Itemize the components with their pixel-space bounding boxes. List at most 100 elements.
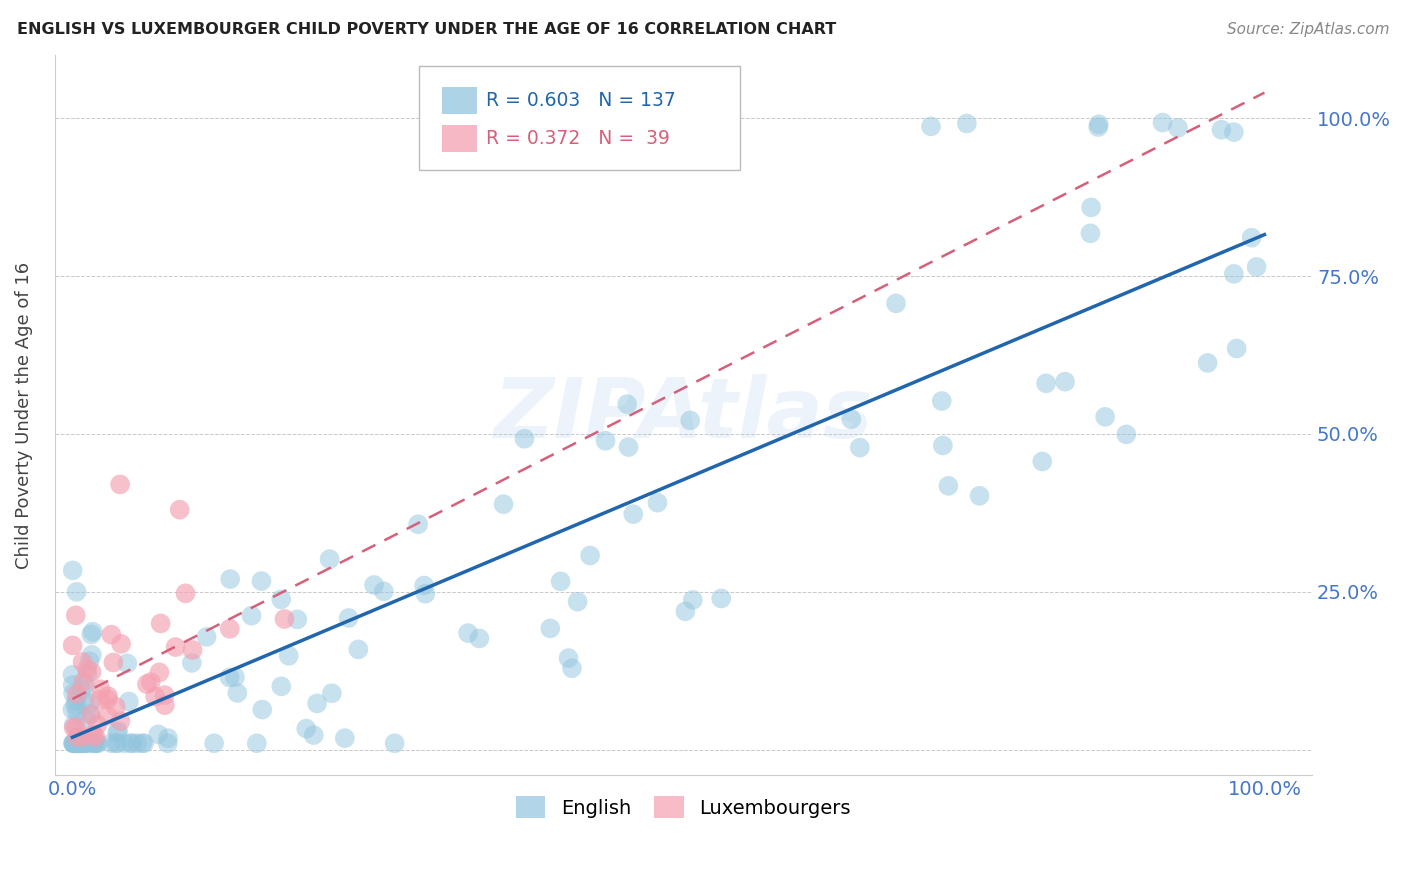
Point xyxy=(148,665,170,680)
FancyBboxPatch shape xyxy=(441,125,477,153)
Point xyxy=(79,706,101,721)
Point xyxy=(77,736,100,750)
Point xyxy=(557,651,579,665)
Y-axis label: Child Poverty Under the Age of 16: Child Poverty Under the Age of 16 xyxy=(15,261,32,568)
Point xyxy=(321,686,343,700)
Point xyxy=(75,736,97,750)
Point xyxy=(295,722,318,736)
Point xyxy=(679,413,702,427)
Point xyxy=(302,728,325,742)
Point xyxy=(1054,375,1077,389)
Point xyxy=(920,120,942,134)
Point xyxy=(66,705,89,719)
Point xyxy=(97,689,120,703)
Point xyxy=(62,686,84,700)
Point xyxy=(273,612,295,626)
Point xyxy=(79,696,101,710)
Point xyxy=(65,608,87,623)
Point xyxy=(240,608,263,623)
Point xyxy=(363,578,385,592)
Point xyxy=(347,642,370,657)
Point xyxy=(849,441,872,455)
Point xyxy=(70,683,93,698)
Point xyxy=(66,730,89,744)
Point xyxy=(86,736,108,750)
Point xyxy=(538,621,561,635)
Point xyxy=(72,655,94,669)
Point xyxy=(132,736,155,750)
Point xyxy=(1223,125,1246,139)
Point xyxy=(567,595,589,609)
Text: R = 0.603   N = 137: R = 0.603 N = 137 xyxy=(486,91,676,110)
Point xyxy=(100,736,122,750)
Point xyxy=(72,736,94,750)
Point xyxy=(89,692,111,706)
Point xyxy=(73,736,96,750)
Point xyxy=(62,736,84,750)
Point xyxy=(148,727,170,741)
Point xyxy=(492,497,515,511)
Point xyxy=(62,678,84,692)
Point xyxy=(105,726,128,740)
Point xyxy=(153,688,176,702)
Point xyxy=(1094,409,1116,424)
Point xyxy=(457,626,479,640)
Point xyxy=(73,736,96,750)
Point xyxy=(86,717,108,731)
Point xyxy=(561,661,583,675)
Point xyxy=(149,616,172,631)
Point xyxy=(72,730,94,744)
Point xyxy=(65,736,87,750)
Point xyxy=(70,736,93,750)
Point xyxy=(219,572,242,586)
Point xyxy=(65,584,87,599)
Point xyxy=(1197,356,1219,370)
Point xyxy=(169,502,191,516)
Point xyxy=(174,586,197,600)
Point xyxy=(621,507,644,521)
Point xyxy=(931,394,953,409)
Text: R = 0.372   N =  39: R = 0.372 N = 39 xyxy=(486,129,669,148)
Point xyxy=(76,667,98,681)
Point xyxy=(84,730,107,744)
Point xyxy=(156,731,179,746)
Point xyxy=(70,736,93,750)
Point xyxy=(413,578,436,592)
Point xyxy=(127,736,149,750)
Point xyxy=(277,648,299,663)
Point xyxy=(62,721,84,735)
Point xyxy=(62,639,84,653)
Point xyxy=(82,728,104,742)
Point xyxy=(67,736,90,750)
Point xyxy=(62,563,84,577)
FancyBboxPatch shape xyxy=(419,66,740,170)
Point xyxy=(224,670,246,684)
Point xyxy=(131,736,153,750)
Point xyxy=(513,432,536,446)
Point xyxy=(270,679,292,693)
Point xyxy=(202,736,225,750)
Point xyxy=(1115,427,1137,442)
Point xyxy=(121,736,143,750)
Point xyxy=(673,604,696,618)
Point xyxy=(246,736,269,750)
Point xyxy=(226,686,249,700)
Point xyxy=(218,670,240,684)
Point xyxy=(104,699,127,714)
Point xyxy=(1080,201,1102,215)
Point xyxy=(63,736,86,750)
Text: ZIPAtlas: ZIPAtlas xyxy=(494,375,873,456)
Point xyxy=(1223,267,1246,281)
Point xyxy=(80,665,103,679)
Point xyxy=(250,574,273,588)
Point xyxy=(270,592,292,607)
Point xyxy=(63,718,86,732)
Point xyxy=(373,584,395,599)
Point xyxy=(69,736,91,750)
Point xyxy=(69,736,91,750)
Point xyxy=(595,434,617,448)
Point xyxy=(62,736,84,750)
Point xyxy=(1240,230,1263,244)
Point xyxy=(83,736,105,750)
Point xyxy=(80,707,103,722)
